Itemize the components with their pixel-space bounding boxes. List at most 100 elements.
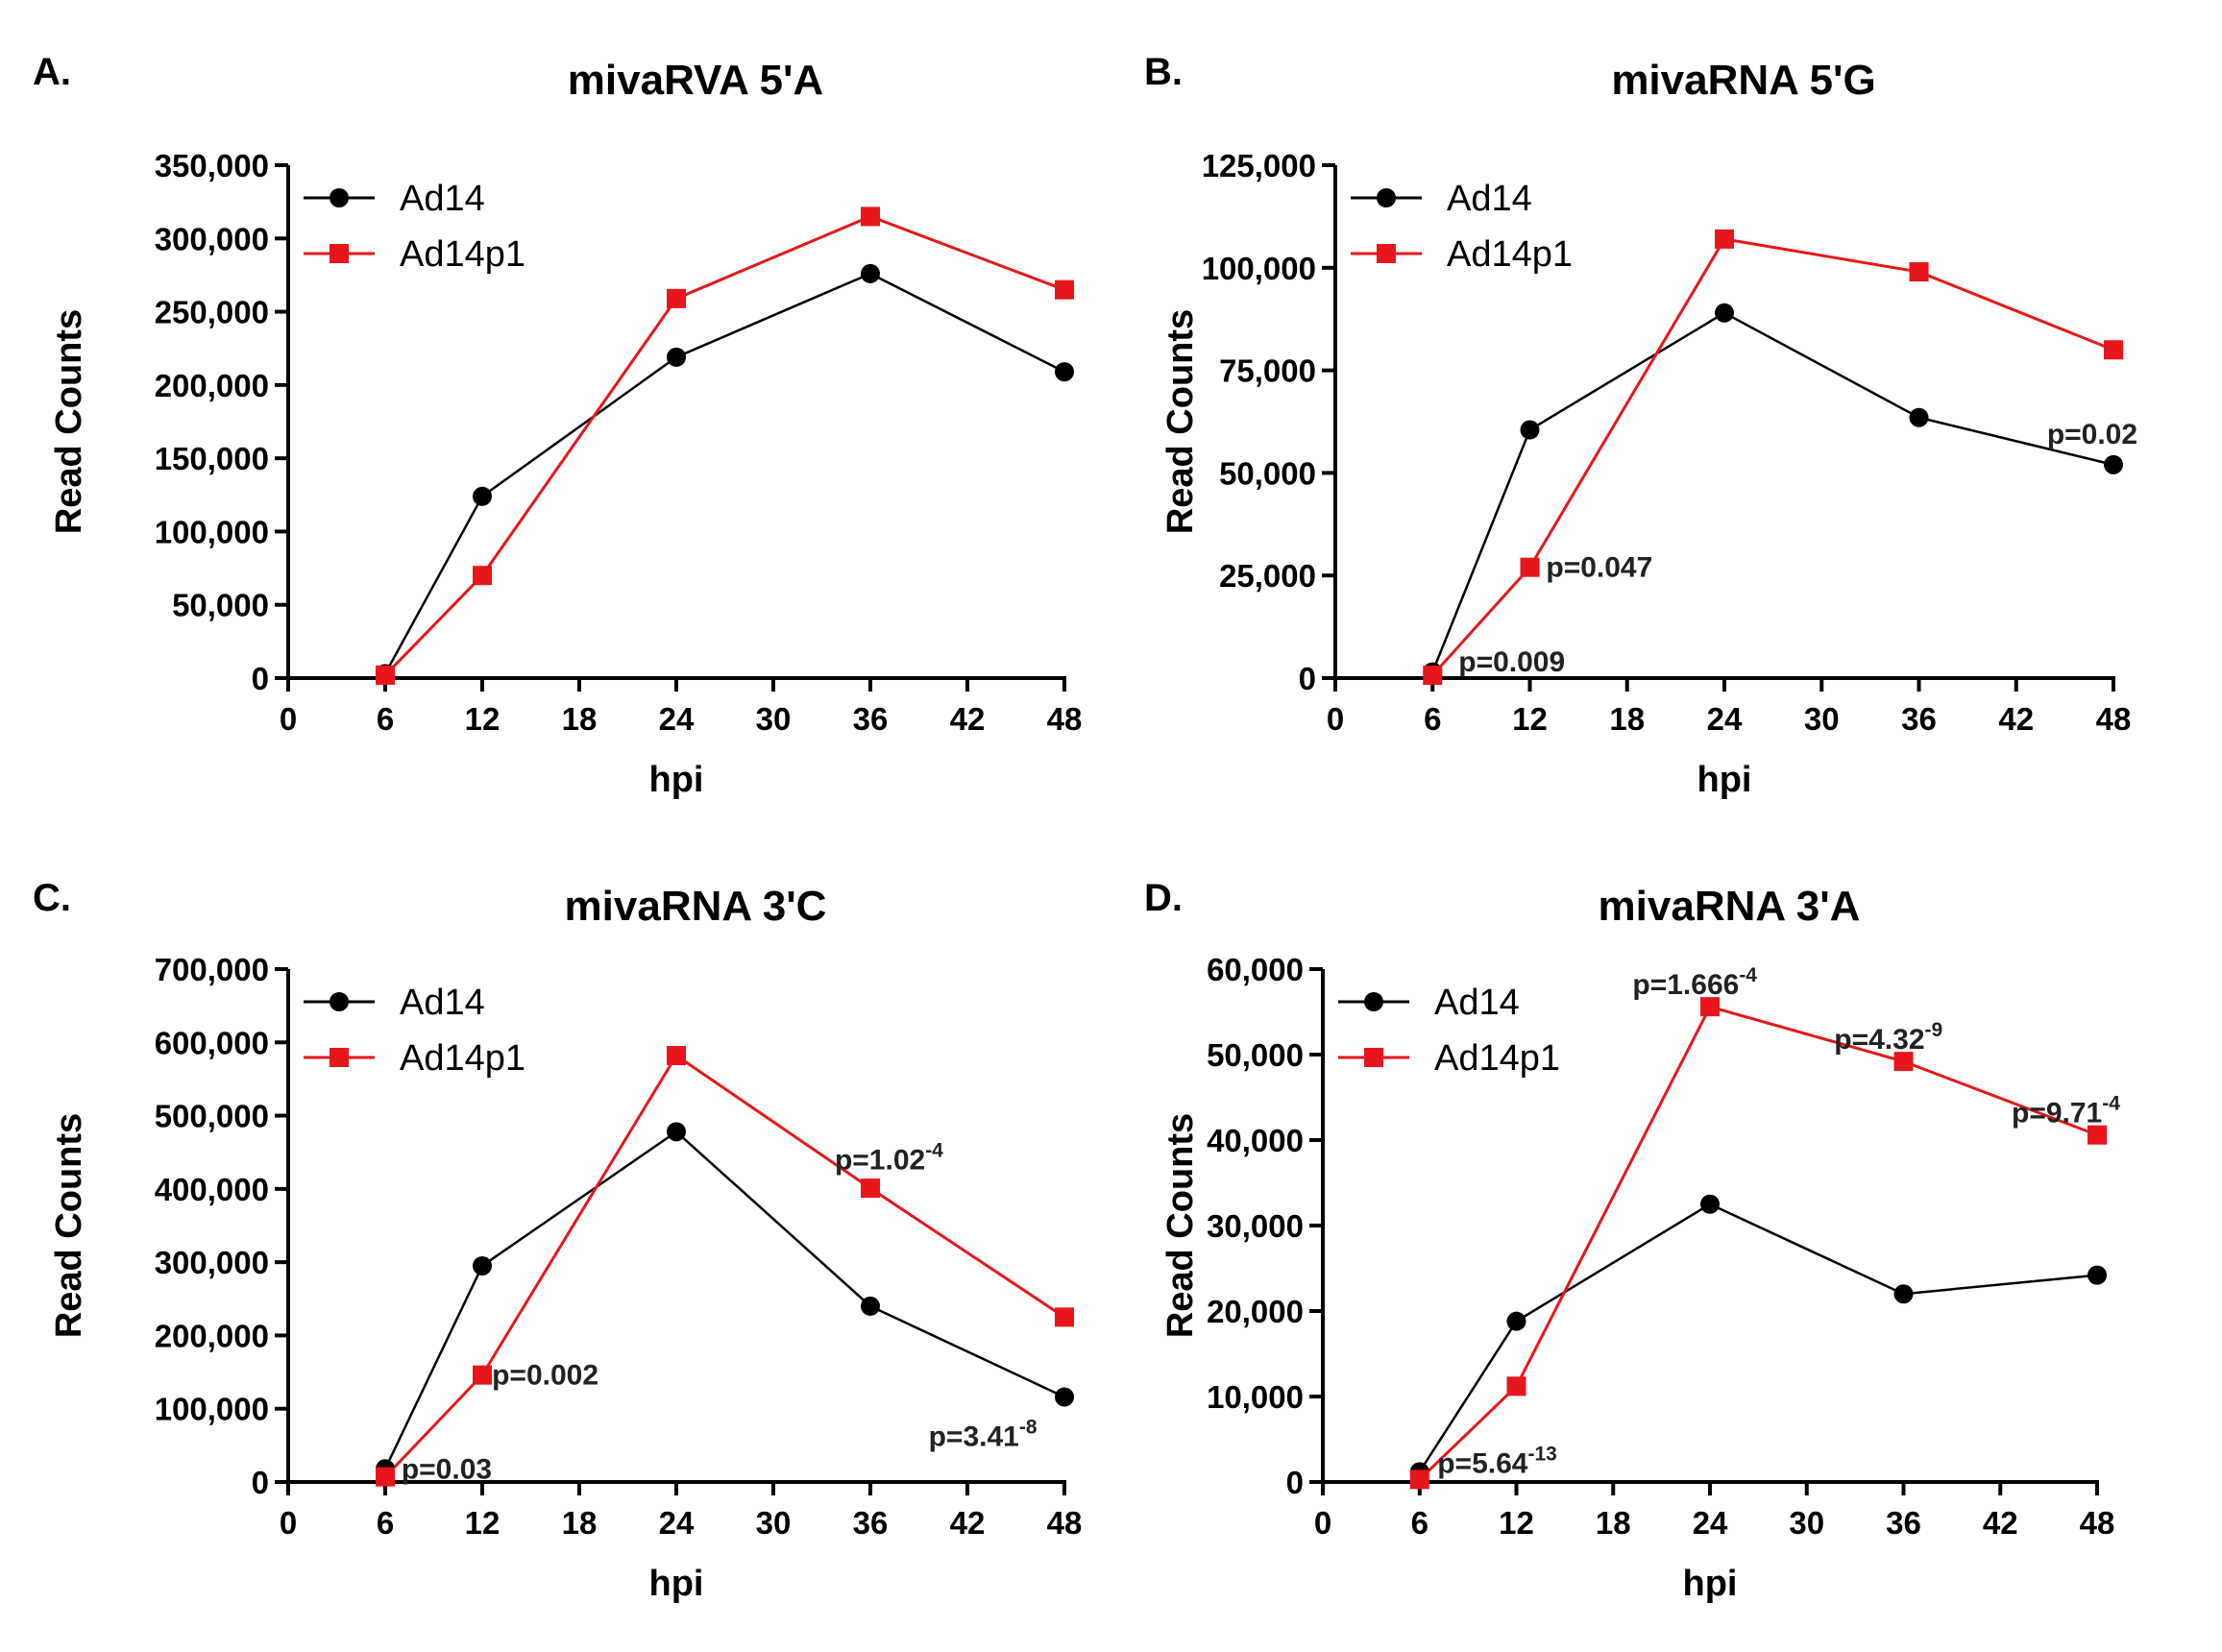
x-tick-label: 36 xyxy=(1886,1505,1921,1541)
data-point-ad14 xyxy=(1909,407,1929,427)
x-tick-label: 0 xyxy=(280,1505,297,1541)
data-point-ad14 xyxy=(667,347,686,367)
data-point-ad14p1 xyxy=(861,206,880,227)
data-point-ad14 xyxy=(1055,1387,1074,1407)
x-tick-label: 0 xyxy=(1327,701,1344,737)
x-tick-label: 18 xyxy=(1609,701,1645,737)
chart-panel-a: A. mivaRVA 5'A 0 50,000 100,000 150,000 200,00… xyxy=(33,51,1083,800)
x-tick-label: 30 xyxy=(756,701,792,737)
data-point-ad14p1 xyxy=(473,566,492,586)
data-point-ad14 xyxy=(1520,420,1540,440)
data-point-ad14 xyxy=(861,1296,880,1316)
data-point-ad14 xyxy=(667,1122,686,1142)
x-tick-label: 12 xyxy=(1499,1505,1534,1541)
p-value-annotation: p=3.41-8 xyxy=(929,1417,1038,1453)
y-tick-label: 100,000 xyxy=(155,1392,269,1427)
data-point-ad14 xyxy=(1893,1284,1914,1304)
p-value-annotation: p=5.64-13 xyxy=(1437,1443,1557,1479)
x-tick-label: 48 xyxy=(1047,701,1083,737)
data-point-ad14p1 xyxy=(376,1467,395,1487)
y-tick-label: 100,000 xyxy=(155,514,269,549)
legend-label: Ad14p1 xyxy=(400,234,525,275)
x-tick-label: 24 xyxy=(1707,701,1743,737)
panel-label: C. xyxy=(33,877,71,919)
panel-label: A. xyxy=(33,51,71,93)
legend-label: Ad14p1 xyxy=(1447,234,1573,275)
legend-marker xyxy=(1377,244,1396,263)
data-point-ad14p1 xyxy=(667,288,686,308)
y-tick-label: 50,000 xyxy=(1219,455,1316,491)
data-point-ad14 xyxy=(861,263,880,283)
chart-panel-b: B. mivaRNA 5'G 0 25,000 50,000 75,000 100,000 1… xyxy=(1144,51,2137,800)
legend-marker xyxy=(330,992,349,1011)
p-value-annotation: p=0.009 xyxy=(1458,646,1565,678)
data-point-ad14p1 xyxy=(1520,557,1540,577)
data-point-ad14 xyxy=(2104,454,2123,474)
y-tick-label: 300,000 xyxy=(155,1245,269,1280)
x-tick-label: 6 xyxy=(377,701,394,737)
series-line-ad14p1 xyxy=(1431,237,2114,677)
panel-label: D. xyxy=(1144,877,1183,919)
x-tick-label: 42 xyxy=(1983,1505,2018,1541)
data-point-ad14 xyxy=(2088,1265,2107,1285)
y-axis-title: Read Counts xyxy=(49,309,89,534)
y-tick-label: 100,000 xyxy=(1202,251,1316,286)
panel-b: B. mivaRNA 5'G 0 25,000 50,000 75,000 100,000 1… xyxy=(1111,0,2222,826)
x-tick-label: 48 xyxy=(2096,701,2132,737)
y-tick-label: 75,000 xyxy=(1219,353,1316,389)
chart-title: mivaRNA 5'G xyxy=(1611,57,1875,104)
chart-title: mivaRNA 3'C xyxy=(565,883,827,930)
x-tick-label: 30 xyxy=(1789,1505,1824,1541)
legend-label: Ad14p1 xyxy=(1434,1038,1560,1079)
x-axis-title: hpi xyxy=(1683,1564,1738,1604)
data-point-ad14p1 xyxy=(1715,229,1734,249)
series-line-ad14p1 xyxy=(383,214,1065,676)
y-tick-label: 200,000 xyxy=(155,1318,269,1353)
series-line-ad14 xyxy=(383,1130,1065,1470)
data-point-ad14 xyxy=(1700,1194,1720,1214)
series-line-ad14 xyxy=(1418,1203,2098,1472)
p-value-annotation: p=1.02-4 xyxy=(835,1139,943,1176)
chart-title: mivaRVA 5'A xyxy=(568,57,823,104)
x-axis-title: hpi xyxy=(649,1564,704,1604)
y-tick-label: 125,000 xyxy=(1202,148,1316,183)
x-tick-label: 18 xyxy=(1596,1505,1631,1541)
legend-marker xyxy=(330,244,349,263)
x-tick-label: 12 xyxy=(465,701,501,737)
x-tick-label: 42 xyxy=(1998,701,2034,737)
y-tick-label: 250,000 xyxy=(155,295,269,330)
x-tick-label: 24 xyxy=(659,701,695,737)
data-point-ad14p1 xyxy=(1423,666,1443,686)
y-tick-label: 350,000 xyxy=(155,148,269,183)
panel-c: C. mivaRNA 3'C 0 100,000 200,000 300,000 400,0… xyxy=(0,826,1111,1652)
data-point-ad14p1 xyxy=(1409,1470,1429,1490)
y-tick-label: 40,000 xyxy=(1207,1123,1304,1158)
data-point-ad14p1 xyxy=(1909,262,1929,282)
p-value-annotation: p=0.02 xyxy=(2047,419,2137,450)
y-tick-label: 0 xyxy=(252,1465,269,1500)
y-tick-label: 10,000 xyxy=(1207,1379,1304,1415)
data-point-ad14 xyxy=(473,1255,492,1275)
legend-marker xyxy=(330,1048,349,1067)
x-tick-label: 18 xyxy=(562,1505,598,1541)
chart-panel-d: D. mivaRNA 3'A 0 10,000 20,000 30,000 40,000 50… xyxy=(1144,877,2120,1604)
legend-label: Ad14 xyxy=(400,179,485,219)
data-point-ad14 xyxy=(1055,362,1074,382)
y-tick-label: 150,000 xyxy=(155,441,269,476)
legend-label: Ad14 xyxy=(1447,179,1532,219)
legend-marker xyxy=(330,188,349,207)
x-tick-label: 24 xyxy=(1693,1505,1728,1541)
data-point-ad14 xyxy=(473,486,492,506)
y-tick-label: 700,000 xyxy=(155,952,269,987)
legend-label: Ad14 xyxy=(1434,983,1520,1023)
legend-marker xyxy=(1364,1048,1383,1067)
panel-a: A. mivaRVA 5'A 0 50,000 100,000 150,000 200,00… xyxy=(0,0,1111,826)
y-tick-label: 20,000 xyxy=(1207,1294,1304,1329)
chart-title: mivaRNA 3'A xyxy=(1599,883,1861,930)
x-tick-label: 18 xyxy=(562,701,598,737)
p-value-annotation: p=1.666-4 xyxy=(1632,964,1757,1001)
x-tick-label: 0 xyxy=(1314,1505,1331,1541)
y-axis-title: Read Counts xyxy=(49,1113,89,1338)
p-value-annotation: p=0.047 xyxy=(1546,552,1652,584)
